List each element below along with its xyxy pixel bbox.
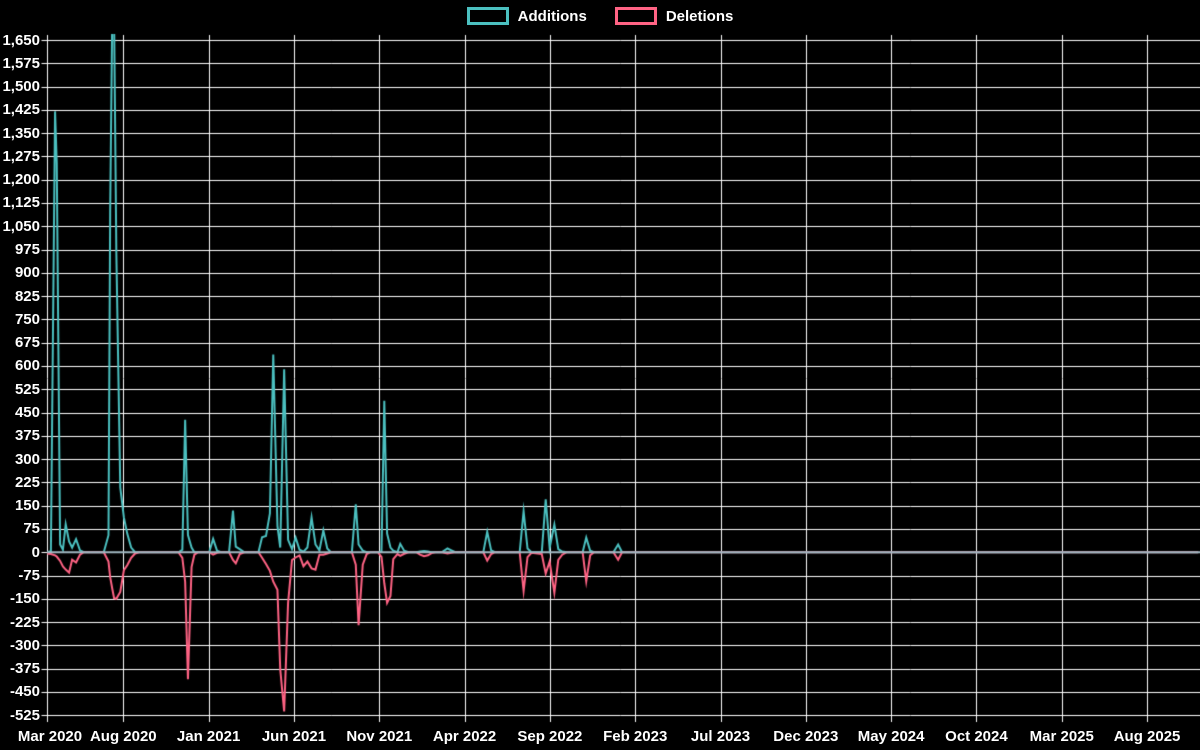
y-tick-label: -450	[9, 683, 40, 701]
y-tick-label: -150	[9, 590, 40, 608]
x-tick-label: Apr 2022	[432, 728, 497, 745]
x-tick-label: Aug 2020	[89, 728, 157, 745]
y-tick-label: 1,425	[2, 101, 40, 119]
x-tick-label: Aug 2025	[1113, 728, 1181, 745]
legend: Additions Deletions	[0, 7, 1200, 25]
y-tick-label: -525	[9, 706, 40, 724]
x-tick-label: Mar 2020	[17, 728, 83, 745]
x-tick-label: Mar 2025	[1029, 728, 1094, 745]
x-tick-label: Jan 2021	[176, 728, 241, 745]
y-tick-label: 1,500	[2, 78, 40, 96]
y-tick-label: 1,275	[2, 147, 40, 165]
y-tick-label: 150	[14, 497, 40, 515]
y-tick-label: 1,350	[2, 124, 40, 142]
y-tick-label: 450	[14, 404, 40, 422]
y-tick-label: 1,050	[2, 217, 40, 235]
y-tick-label: 525	[14, 380, 40, 398]
y-tick-label: 1,200	[2, 171, 40, 189]
y-tick-label: 900	[14, 264, 40, 282]
x-tick-label: Oct 2024	[945, 728, 1008, 745]
y-tick-label: 225	[14, 473, 40, 491]
y-tick-label: 825	[14, 287, 40, 305]
y-tick-label: 675	[14, 334, 40, 352]
y-tick-label: -300	[9, 636, 40, 654]
legend-item-additions[interactable]: Additions	[466, 7, 587, 25]
y-tick-label: -225	[9, 613, 40, 631]
y-tick-label: 1,650	[2, 31, 40, 49]
y-tick-label: -75	[18, 567, 40, 584]
legend-label-additions: Additions	[517, 7, 587, 25]
y-tick-label: 75	[23, 520, 40, 538]
y-tick-label: 375	[14, 427, 40, 445]
additions-swatch-icon	[466, 7, 509, 25]
y-tick-label: 300	[14, 450, 40, 468]
x-tick-label: Feb 2023	[603, 728, 668, 745]
y-tick-label: 0	[31, 543, 40, 561]
x-tick-label: Jul 2023	[690, 728, 751, 745]
y-tick-label: 1,125	[2, 194, 40, 212]
x-tick-label: Sep 2022	[517, 728, 583, 745]
y-tick-label: -375	[9, 660, 40, 678]
legend-item-deletions[interactable]: Deletions	[614, 7, 734, 25]
x-tick-label: Jun 2021	[261, 728, 327, 745]
y-tick-label: 600	[14, 357, 40, 375]
deletions-swatch-icon	[614, 7, 657, 25]
legend-label-deletions: Deletions	[665, 7, 734, 25]
x-tick-label: Dec 2023	[773, 728, 839, 745]
y-tick-label: 975	[14, 241, 40, 259]
x-tick-label: Nov 2021	[346, 728, 413, 745]
x-tick-label: May 2024	[857, 728, 925, 745]
y-tick-label: 1,575	[2, 54, 40, 72]
y-tick-label: 750	[14, 310, 40, 328]
